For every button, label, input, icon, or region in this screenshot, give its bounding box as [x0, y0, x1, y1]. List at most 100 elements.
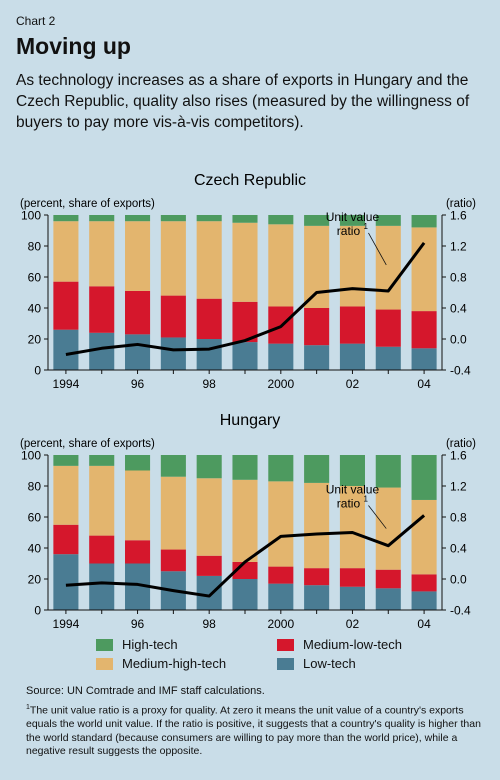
hungary-bar-medium-low-tech-2004: [411, 574, 437, 592]
chart-label: Chart 2: [16, 14, 56, 28]
hungary-bar-medium-low-tech-1997: [160, 549, 186, 572]
czech-x-tick-label: 98: [203, 377, 217, 391]
hungary-bar-high-tech-2004: [411, 455, 437, 500]
czech-republic-chart: Czech Republic (percent, share of exports…: [20, 172, 476, 391]
czech-bar-medium-high-tech-1995: [89, 221, 115, 287]
czech-bar-high-tech-1994: [53, 215, 79, 222]
czech-bar-low-tech-1999: [232, 342, 258, 370]
czech-right-axis-label: (ratio): [446, 198, 476, 210]
hungary-left-tick-label: 60: [28, 511, 42, 525]
hungary-bar-medium-high-tech-1995: [89, 465, 115, 536]
hungary-right-tick-label: 1.2: [450, 480, 467, 494]
hungary-x-tick-label: 2000: [267, 617, 294, 631]
hungary-bar-medium-high-tech-1998: [196, 478, 222, 556]
hungary-chart-title: Hungary: [220, 412, 280, 429]
czech-bar-medium-low-tech-1994: [53, 281, 79, 330]
czech-bar-medium-low-tech-1997: [160, 295, 186, 338]
hungary-bar-medium-low-tech-2003: [375, 569, 401, 589]
hungary-bar-medium-high-tech-1996: [125, 470, 151, 541]
czech-bar-high-tech-1997: [160, 215, 186, 222]
czech-right-tick-label: 0.8: [450, 271, 467, 285]
hungary-bar-low-tech-1994: [53, 554, 79, 610]
hungary-line-annotation-leader: [368, 505, 387, 529]
czech-bar-high-tech-2002: [339, 215, 365, 226]
hungary-line-annotation-marker: 1: [363, 494, 368, 503]
czech-line-annotation-leader: [368, 232, 387, 266]
czech-bar-low-tech-1998: [196, 339, 222, 370]
hungary-bar-high-tech-2000: [268, 455, 294, 482]
czech-left-tick-label: 40: [28, 302, 42, 316]
czech-bar-low-tech-1996: [125, 334, 151, 370]
czech-line-annotation-marker: 1: [363, 222, 368, 231]
hungary-bar-medium-low-tech-2001: [304, 568, 330, 586]
czech-bar-low-tech-2003: [375, 346, 401, 370]
hungary-bar-low-tech-2003: [375, 588, 401, 610]
hungary-x-tick-label: 02: [346, 617, 360, 631]
hungary-bar-high-tech-1997: [160, 455, 186, 477]
hungary-left-axis-label: (percent, share of exports): [20, 438, 155, 450]
czech-chart-title: Czech Republic: [194, 172, 306, 189]
czech-bar-low-tech-1995: [89, 332, 115, 370]
czech-bar-medium-low-tech-1995: [89, 286, 115, 333]
hungary-x-tick-label: 1994: [53, 617, 80, 631]
czech-bar-low-tech-2000: [268, 343, 294, 370]
czech-bar-high-tech-1998: [196, 215, 222, 222]
footnote-marker: 1: [26, 704, 30, 711]
hungary-bar-medium-high-tech-1999: [232, 479, 258, 562]
czech-bar-medium-low-tech-2004: [411, 311, 437, 349]
czech-right-tick-label: 0.4: [450, 302, 467, 316]
hungary-right-tick-label: -0.4: [450, 604, 471, 618]
hungary-right-tick-label: 0.8: [450, 511, 467, 525]
legend-swatch-medium-high-tech: [96, 657, 113, 670]
hungary-bar-medium-low-tech-1996: [125, 540, 151, 564]
czech-bar-medium-high-tech-2003: [375, 225, 401, 310]
hungary-left-tick-label: 40: [28, 542, 42, 556]
legend-label-medium-high-tech: Medium-high-tech: [122, 656, 227, 671]
czech-left-tick-label: 0: [34, 364, 41, 378]
hungary-bar-medium-low-tech-2002: [339, 568, 365, 587]
czech-bar-medium-high-tech-1999: [232, 222, 258, 302]
legend-high-tech: High-tech: [96, 637, 178, 652]
legend-medium-low-tech: Medium-low-tech: [277, 637, 402, 652]
source-note: Source: UN Comtrade and IMF staff calcul…: [26, 685, 265, 697]
czech-bar-medium-high-tech-1994: [53, 221, 79, 282]
hungary-bar-high-tech-1998: [196, 455, 222, 479]
footnote: 1The unit value ratio is a proxy for qua…: [26, 701, 488, 759]
legend-label-high-tech: High-tech: [122, 637, 178, 652]
hungary-bar-low-tech-1995: [89, 563, 115, 610]
page-title: Moving up: [16, 33, 131, 59]
hungary-bar-medium-low-tech-1995: [89, 535, 115, 564]
hungary-bar-low-tech-2001: [304, 585, 330, 610]
czech-bar-medium-high-tech-2000: [268, 224, 294, 307]
czech-x-tick-label: 02: [346, 377, 360, 391]
czech-left-tick-label: 80: [28, 240, 42, 254]
hungary-bar-high-tech-1999: [232, 455, 258, 480]
czech-bar-low-tech-2004: [411, 348, 437, 370]
czech-bar-medium-high-tech-2002: [339, 225, 365, 307]
hungary-bar-high-tech-1995: [89, 455, 115, 466]
czech-x-tick-label: 1994: [53, 377, 80, 391]
hungary-bar-low-tech-2000: [268, 583, 294, 610]
hungary-bar-high-tech-2003: [375, 455, 401, 488]
czech-bar-medium-low-tech-1998: [196, 298, 222, 339]
czech-bar-high-tech-2004: [411, 215, 437, 228]
hungary-line-annotation-word2: ratio: [337, 496, 361, 510]
hungary-bar-medium-high-tech-2002: [339, 486, 365, 569]
czech-bar-medium-high-tech-2004: [411, 227, 437, 312]
czech-left-tick-label: 100: [21, 209, 41, 223]
hungary-right-tick-label: 0.4: [450, 542, 467, 556]
czech-bar-high-tech-2001: [304, 215, 330, 226]
hungary-bar-high-tech-1996: [125, 455, 151, 471]
legend-swatch-low-tech: [277, 657, 294, 670]
legend-swatch-high-tech: [96, 638, 113, 651]
czech-unit-value-ratio-line: [65, 242, 426, 356]
hungary-bar-medium-high-tech-1997: [160, 476, 186, 550]
czech-bar-high-tech-2003: [375, 215, 401, 226]
legend-swatch-medium-low-tech: [277, 638, 294, 651]
hungary-bar-high-tech-2002: [339, 455, 365, 486]
czech-right-tick-label: 0.0: [450, 333, 467, 347]
hungary-bar-medium-high-tech-2003: [375, 487, 401, 570]
hungary-chart: Hungary (percent, share of exports) (ratio…: [20, 412, 476, 631]
hungary-right-tick-label: 0.0: [450, 573, 467, 587]
czech-left-axis-label: (percent, share of exports): [20, 198, 155, 210]
